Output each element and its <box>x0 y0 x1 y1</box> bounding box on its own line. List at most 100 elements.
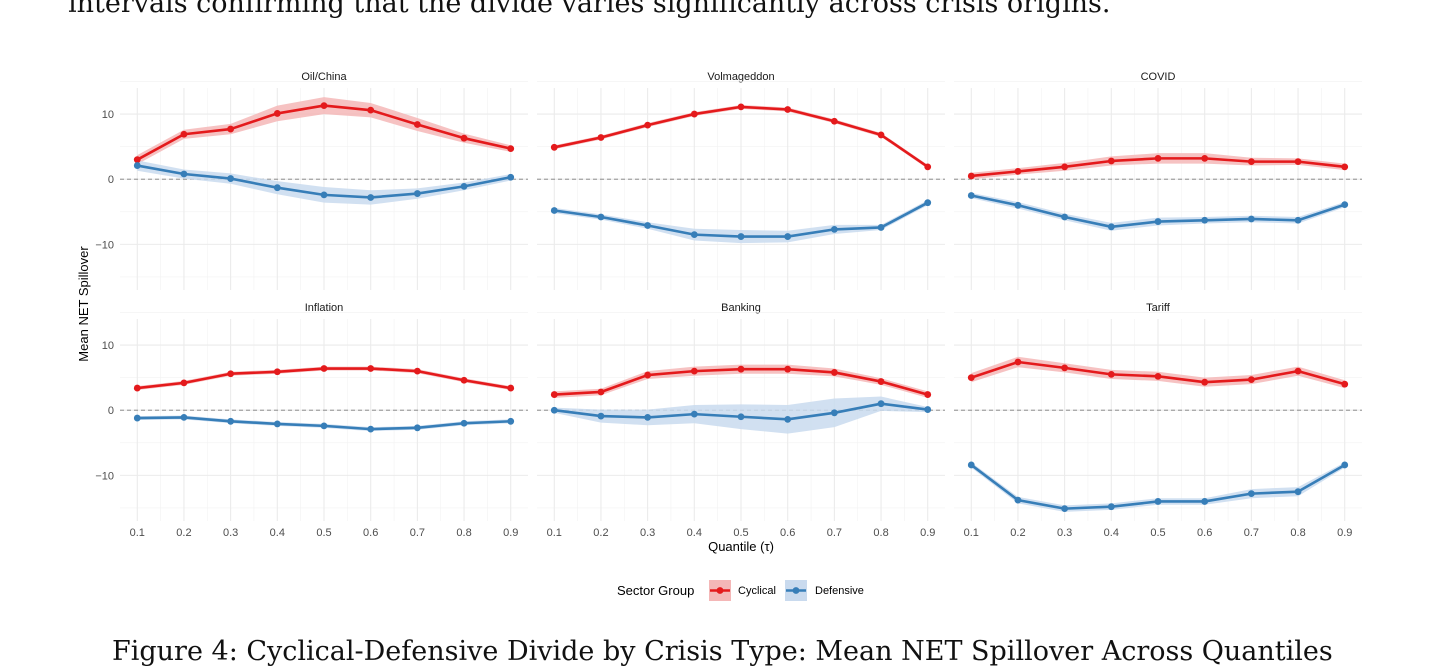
data-point-defensive <box>967 192 975 199</box>
data-point-defensive <box>597 213 605 221</box>
y-tick-label: 10 <box>102 109 114 121</box>
data-point-cyclical <box>507 384 515 392</box>
data-point-cyclical <box>597 134 605 141</box>
data-point-cyclical <box>967 172 975 180</box>
data-point-defensive <box>877 224 885 231</box>
data-point-cyclical <box>133 384 141 392</box>
data-point-cyclical <box>1107 370 1115 378</box>
data-point-cyclical <box>1294 367 1302 375</box>
x-tick-label: 0.3 <box>1057 527 1072 539</box>
x-tick-label: 0.5 <box>1150 527 1165 539</box>
data-point-cyclical <box>133 156 141 164</box>
data-point-defensive <box>413 424 421 432</box>
data-point-defensive <box>550 406 558 414</box>
data-point-defensive <box>227 175 235 182</box>
facet-panel-inflation: Inflation 10 0 −10 0.1 0.2 0.3 0.4 0.5 0.6 0.7 0.8 0… <box>95 302 528 539</box>
data-point-defensive <box>1154 498 1162 505</box>
data-point-cyclical <box>1201 378 1209 386</box>
data-point-cyclical <box>180 379 188 387</box>
data-point-defensive <box>1294 488 1302 496</box>
y-axis-title: Mean NET Spillover <box>76 246 91 362</box>
data-point-cyclical <box>877 378 885 385</box>
data-point-cyclical <box>597 388 605 396</box>
data-point-defensive <box>784 415 792 423</box>
data-point-cyclical <box>460 376 468 384</box>
data-point-cyclical <box>550 143 558 151</box>
data-point-defensive <box>367 425 375 433</box>
legend-key-point-cyclical <box>716 587 724 594</box>
data-point-cyclical <box>877 131 885 139</box>
data-point-cyclical <box>1014 358 1022 366</box>
facet-title: Banking <box>721 302 761 314</box>
x-tick-label: 0.8 <box>456 527 471 539</box>
data-point-defensive <box>830 409 838 417</box>
data-point-cyclical <box>737 365 745 373</box>
data-point-defensive <box>320 422 328 430</box>
facet-panel-covid: COVID <box>954 71 1362 290</box>
x-tick-label: 0.8 <box>873 527 888 539</box>
data-point-defensive <box>644 222 652 229</box>
y-tick-label: 0 <box>108 405 114 417</box>
legend-key-point-defensive <box>792 587 800 594</box>
faceted-line-chart: Oil/China 10 0 −10 Volmageddon COVID Inflation… <box>76 71 1362 601</box>
data-point-defensive <box>1154 218 1162 225</box>
x-axis-title: Quantile (τ) <box>708 539 774 554</box>
data-point-defensive <box>737 413 745 421</box>
data-point-defensive <box>1247 490 1255 498</box>
facet-title: COVID <box>1141 71 1176 83</box>
data-point-cyclical <box>413 367 421 375</box>
y-tick-label: −10 <box>95 470 114 482</box>
data-point-cyclical <box>644 371 652 379</box>
preceding-paragraph-text: intervals confirming that the divide var… <box>68 0 1111 19</box>
data-point-cyclical <box>690 110 698 118</box>
data-point-defensive <box>830 226 838 233</box>
data-point-cyclical <box>273 110 281 117</box>
data-point-defensive <box>737 233 745 240</box>
y-tick-label: 0 <box>108 174 114 186</box>
data-point-cyclical <box>460 134 468 142</box>
data-point-defensive <box>924 199 932 207</box>
y-tick-label: 10 <box>102 340 114 352</box>
data-point-cyclical <box>367 106 375 114</box>
data-point-defensive <box>507 173 515 181</box>
data-point-cyclical <box>1154 372 1162 380</box>
x-tick-label: 0.9 <box>920 527 935 539</box>
data-point-defensive <box>1107 223 1115 231</box>
x-tick-label: 0.6 <box>363 527 378 539</box>
data-point-defensive <box>924 406 932 413</box>
data-point-defensive <box>1061 505 1069 513</box>
data-point-cyclical <box>367 365 375 372</box>
x-tick-label: 0.7 <box>827 527 842 539</box>
x-tick-label: 0.2 <box>176 527 191 539</box>
y-tick-label: −10 <box>95 239 114 251</box>
data-point-defensive <box>1201 216 1209 224</box>
data-point-cyclical <box>924 391 932 398</box>
data-point-cyclical <box>227 370 235 378</box>
data-point-cyclical <box>273 368 281 376</box>
facet-panel-oil-china: Oil/China 10 0 −10 <box>95 71 528 290</box>
data-point-defensive <box>273 184 281 192</box>
data-point-defensive <box>1014 496 1022 504</box>
data-point-defensive <box>180 413 188 421</box>
facet-title: Inflation <box>305 302 344 314</box>
legend-label: Defensive <box>815 585 864 597</box>
data-point-defensive <box>597 412 605 420</box>
x-tick-label: 0.7 <box>1244 527 1259 539</box>
data-point-defensive <box>550 207 558 214</box>
data-point-cyclical <box>1107 157 1115 165</box>
x-tick-label: 0.2 <box>593 527 608 539</box>
data-point-cyclical <box>413 121 421 128</box>
data-point-defensive <box>690 231 698 239</box>
data-point-defensive <box>1201 498 1209 505</box>
x-tick-label: 0.8 <box>1290 527 1305 539</box>
x-tick-label: 0.6 <box>1197 527 1212 539</box>
data-point-defensive <box>1107 503 1115 511</box>
data-point-defensive <box>367 194 375 201</box>
data-point-defensive <box>320 191 328 199</box>
data-point-defensive <box>877 400 885 408</box>
x-tick-label: 0.3 <box>640 527 655 539</box>
data-point-cyclical <box>1201 154 1209 162</box>
data-point-defensive <box>1247 215 1255 223</box>
data-point-defensive <box>967 461 975 469</box>
x-tick-label: 0.1 <box>964 527 979 539</box>
